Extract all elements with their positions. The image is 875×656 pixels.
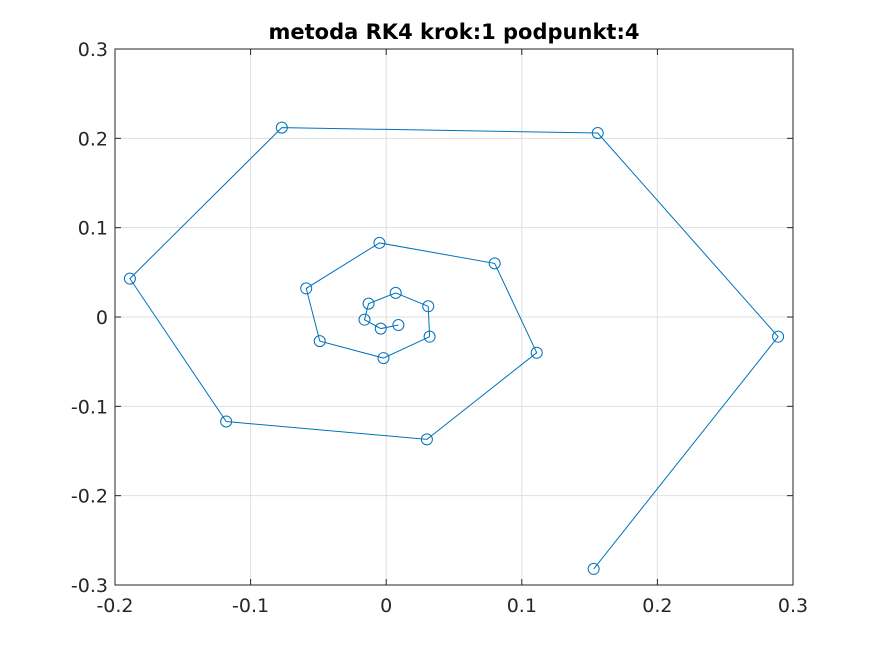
y-tick-label: 0.2 xyxy=(78,128,108,150)
tick-labels: -0.2 -0.1 0 0.1 0.2 0.3-0.3-0.2-0.100.10.20.3 xyxy=(71,39,808,617)
x-tick-label: 0.2 xyxy=(642,595,672,617)
data-point-marker xyxy=(423,330,436,343)
data-point-marker xyxy=(377,352,390,365)
data-point-marker xyxy=(362,297,375,310)
data-point-marker xyxy=(374,322,387,335)
x-tick-label: -0.2 xyxy=(96,595,133,617)
data-point-marker xyxy=(420,433,433,446)
data-point-marker xyxy=(300,282,313,295)
series-layer xyxy=(123,121,785,575)
y-tick-label: 0.3 xyxy=(78,39,108,61)
x-tick-label: 0.1 xyxy=(507,595,537,617)
data-point-marker xyxy=(123,272,136,285)
x-tick-label: 0 xyxy=(380,595,392,617)
data-point-marker xyxy=(530,346,543,359)
x-tick-label: 0.3 xyxy=(778,595,808,617)
y-tick-label: 0 xyxy=(96,307,108,329)
data-point-marker xyxy=(373,236,386,249)
series-line xyxy=(129,127,779,570)
data-point-marker xyxy=(772,330,785,343)
y-tick-label: 0.1 xyxy=(78,218,108,240)
data-point-marker xyxy=(220,415,233,428)
data-point-marker xyxy=(358,313,371,326)
data-point-marker xyxy=(275,121,288,134)
data-point-marker xyxy=(587,562,600,575)
y-tick-label: -0.1 xyxy=(71,396,108,418)
y-tick-label: -0.2 xyxy=(71,486,108,508)
data-point-marker xyxy=(591,126,604,139)
y-tick-label: -0.3 xyxy=(71,575,108,597)
x-tick-label: -0.1 xyxy=(232,595,269,617)
data-point-marker xyxy=(313,335,326,348)
data-point-marker xyxy=(488,257,501,270)
chart-title: metoda RK4 krok:1 podpunkt:4 xyxy=(269,20,640,44)
data-point-marker xyxy=(389,286,402,299)
tick-marks xyxy=(114,48,794,586)
data-point-marker xyxy=(422,300,435,313)
data-point-marker xyxy=(392,319,405,332)
